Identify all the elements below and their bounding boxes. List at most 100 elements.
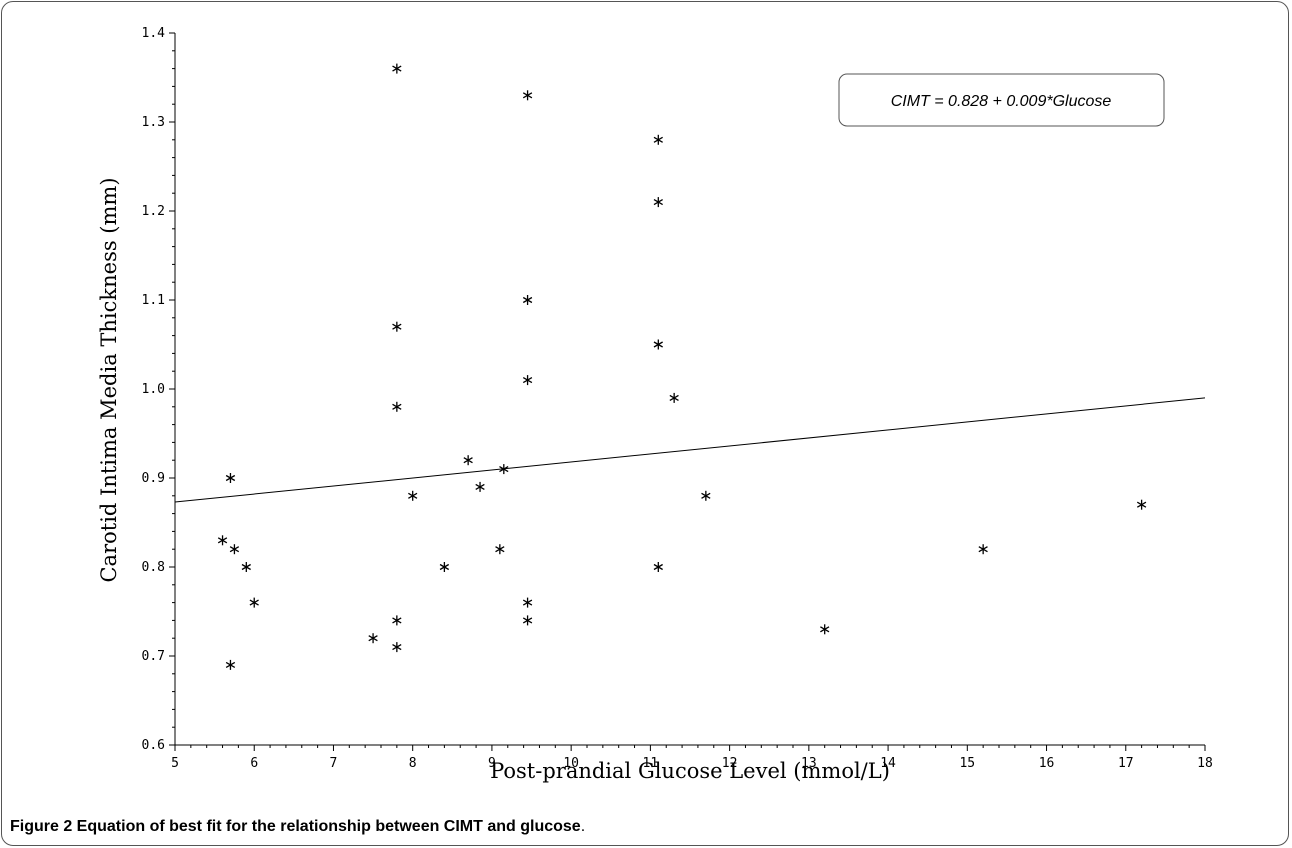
figure-label: Figure 2 [10, 818, 73, 835]
data-point [522, 597, 533, 608]
y-tick-label: 1.0 [142, 382, 165, 397]
x-tick-labels: 5 6 7 8 9 10 11 12 13 14 15 16 17 18 [171, 756, 1213, 771]
equation-box [838, 73, 1165, 127]
data-point [669, 392, 679, 403]
x-tick-label: 11 [643, 756, 659, 771]
x-tick-label: 17 [1118, 756, 1134, 771]
data-point-stroke [217, 537, 228, 544]
data-point-stroke [229, 546, 240, 553]
x-tick-label: 12 [722, 756, 738, 771]
data-point [522, 615, 533, 626]
data-point [408, 490, 418, 501]
data-point-stroke [522, 617, 533, 624]
data-point-stroke [522, 377, 533, 384]
data-point [495, 544, 505, 555]
data-point [241, 562, 251, 572]
y-tick-label: 0.7 [142, 649, 165, 664]
data-point [217, 535, 228, 546]
data-point-stroke [653, 563, 663, 571]
y-tick-label: 1.2 [142, 204, 165, 219]
data-point-stroke [522, 296, 533, 304]
data-point [392, 401, 402, 412]
y-tick-label: 0.9 [142, 471, 165, 486]
data-point-stroke [701, 492, 711, 499]
data-point [392, 63, 402, 74]
x-tick-label: 18 [1197, 756, 1213, 771]
data-point-stroke [225, 474, 236, 482]
data-point [392, 642, 402, 653]
data-point-stroke [978, 546, 988, 553]
data-point [463, 455, 473, 466]
data-point [978, 544, 988, 555]
data-point-stroke [653, 199, 663, 206]
data-point [225, 659, 236, 670]
data-point [499, 464, 509, 475]
major-ticks [169, 32, 1206, 751]
data-point-stroke [475, 483, 485, 490]
data-point-stroke [392, 65, 402, 72]
data-point-stroke [439, 563, 450, 571]
x-tick-label: 6 [250, 756, 258, 771]
data-point [653, 197, 663, 208]
figure-caption-end: . [580, 818, 586, 835]
x-tick-label: 7 [330, 756, 338, 771]
x-tick-label: 10 [563, 756, 579, 771]
data-point [392, 615, 402, 626]
data-point-stroke [653, 136, 663, 143]
figure-caption-text: Equation of best fit for the relationshi… [72, 818, 581, 835]
data-point [701, 490, 711, 501]
data-points [217, 63, 1147, 670]
y-tick-label: 0.8 [142, 560, 165, 575]
data-point [368, 633, 378, 644]
x-tick-label: 16 [1039, 756, 1055, 771]
data-point [522, 295, 533, 305]
data-point-stroke [368, 635, 378, 642]
minor-ticks [172, 50, 1190, 748]
data-point-stroke [1136, 501, 1147, 508]
data-point-stroke [522, 92, 533, 99]
data-point-stroke [249, 599, 259, 606]
data-point [522, 90, 533, 101]
x-tick-label: 9 [488, 756, 496, 771]
data-point [653, 339, 663, 350]
data-point-stroke [408, 492, 418, 499]
figure-caption: Figure 2 Equation of best fit for the re… [10, 818, 585, 836]
x-tick-label: 14 [880, 756, 896, 771]
y-axis-title: Carotid Intima Media Thickness (mm) [97, 177, 121, 582]
y-tick-labels: 0.6 0.7 0.8 0.9 1.0 1.1 1.2 1.3 1.4 [142, 26, 166, 753]
fit-line [174, 397, 1206, 503]
data-point-stroke [495, 546, 505, 553]
y-tick-label: 1.4 [142, 26, 166, 41]
data-point-stroke [653, 341, 663, 348]
equation-label: CIMT = 0.828 + 0.009*Glucose [891, 93, 1112, 110]
data-point [653, 134, 663, 145]
data-point-stroke [392, 644, 402, 651]
x-tick-label: 5 [171, 756, 179, 771]
data-point-stroke [522, 599, 533, 606]
data-point [225, 473, 236, 483]
y-tick-label: 0.6 [142, 738, 165, 753]
data-point [522, 375, 533, 386]
x-tick-label: 15 [959, 756, 975, 771]
x-tick-label: 13 [801, 756, 817, 771]
data-point-stroke [820, 626, 830, 633]
data-point [249, 597, 259, 608]
data-point-stroke [499, 466, 509, 473]
x-tick-label: 8 [409, 756, 417, 771]
data-point-stroke [392, 617, 402, 624]
y-tick-label: 1.1 [142, 293, 165, 308]
data-point-stroke [225, 661, 236, 668]
scatter-chart: 5 6 7 8 9 10 11 12 13 14 15 16 17 18 0.6 0.7 0.8 0.9 1.0 1… [97, 26, 1213, 783]
data-point [653, 562, 663, 572]
data-point [1136, 499, 1147, 510]
data-point [439, 562, 450, 572]
y-tick-label: 1.3 [142, 115, 165, 130]
x-axis-title: Post-prandial Glucose Level (mmol/L) [490, 759, 890, 783]
data-point-stroke [463, 457, 473, 464]
data-point-stroke [241, 563, 251, 571]
data-point-stroke [669, 394, 679, 401]
data-point-stroke [392, 403, 402, 410]
data-point [229, 544, 240, 555]
data-point [820, 624, 830, 635]
